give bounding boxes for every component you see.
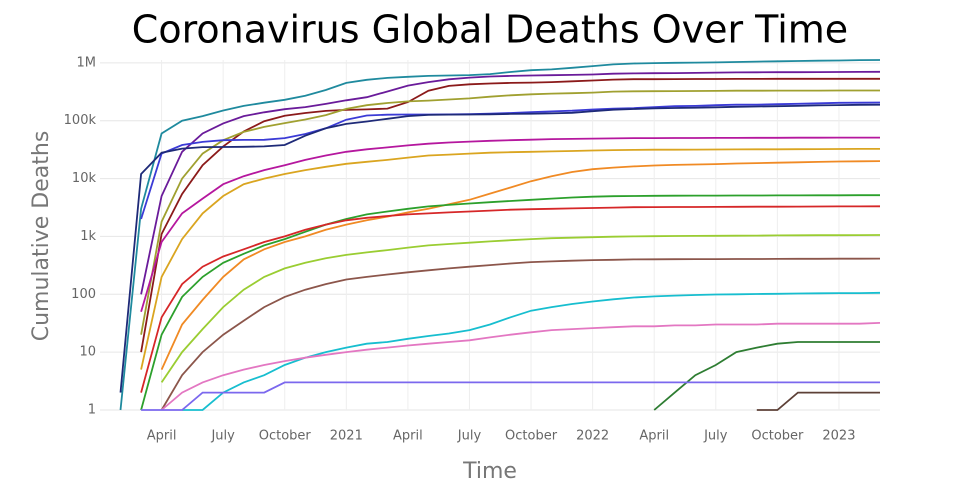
y-tick-label: 1	[88, 403, 96, 418]
series-line	[160, 234, 881, 383]
x-tick-label: 2022	[576, 429, 609, 444]
x-tick-label: April	[147, 429, 177, 444]
series-line	[119, 103, 881, 393]
series-line	[140, 89, 880, 335]
x-tick-label: July	[210, 429, 235, 444]
x-tick-label: April	[393, 429, 423, 444]
series-line	[140, 77, 880, 353]
y-tick-label: 1M	[77, 55, 97, 70]
y-tick-label: 1k	[80, 229, 96, 244]
series-line	[161, 322, 881, 411]
x-axis-label: Time	[462, 459, 517, 484]
chart-title: Coronavirus Global Deaths Over Time	[132, 8, 848, 52]
y-tick-label: 100	[71, 287, 96, 302]
series-line	[140, 194, 880, 411]
x-tick-label: October	[505, 429, 558, 444]
series-line	[140, 136, 880, 312]
series-line	[140, 70, 881, 295]
x-tick-label: October	[259, 429, 312, 444]
x-tick-label: July	[703, 429, 728, 444]
y-tick-label: 10k	[72, 171, 97, 186]
series-line	[140, 205, 881, 393]
y-tick-label: 100k	[64, 113, 97, 128]
y-axis-label: Cumulative Deaths	[29, 131, 54, 342]
y-tick-label: 10	[79, 345, 96, 360]
series-line	[140, 148, 880, 370]
x-tick-label: October	[751, 429, 804, 444]
lines	[119, 59, 881, 411]
series-line	[160, 257, 881, 411]
series-line	[119, 59, 881, 411]
series-line	[160, 160, 881, 370]
x-tick-label: 2023	[822, 429, 855, 444]
series-line	[141, 381, 880, 411]
series-line	[182, 291, 881, 411]
x-tick-label: April	[639, 429, 669, 444]
series-line	[140, 101, 881, 220]
x-tick-label: July	[457, 429, 482, 444]
x-tick-label: 2021	[330, 429, 363, 444]
series-line	[653, 341, 880, 411]
series-line	[756, 391, 880, 411]
